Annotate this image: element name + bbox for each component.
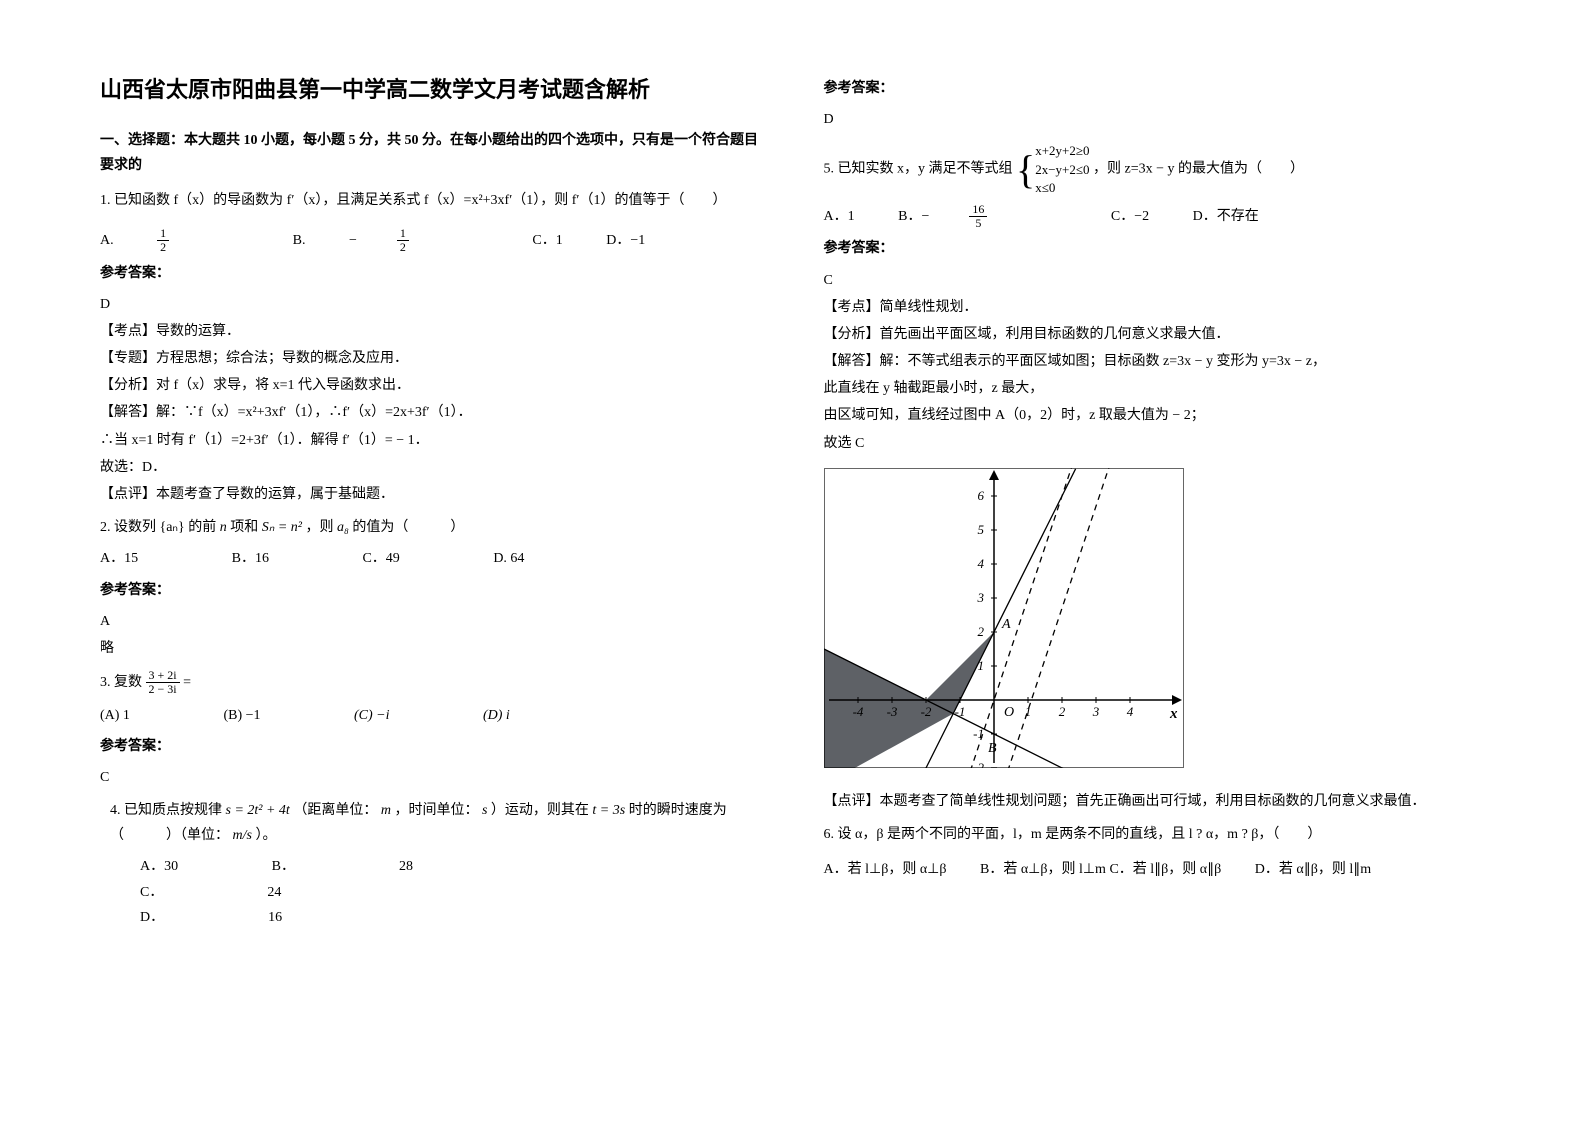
q4-optA: A．30 [140, 854, 178, 879]
svg-text:2: 2 [977, 624, 984, 639]
svg-text:2: 2 [1058, 704, 1065, 719]
svg-text:x: x [1169, 706, 1178, 722]
q1-analysis: 【分析】对 f（x）求导，将 x=1 代入导函数求出． [100, 373, 764, 398]
q1-solution-l3: 故选：D． [100, 455, 764, 480]
q5-text: 5. 已知实数 x，y 满足不等式组 { x+2y+2≥0 2x−y+2≤0 x… [824, 142, 1488, 197]
question-3: 3. 复数 3 + 2i 2 − 3i = (A) 1 (B) −1 (C) −… [100, 669, 764, 790]
q6-optC: C．若 l∥β，则 α∥β [1109, 862, 1221, 877]
right-column: 参考答案： D 5. 已知实数 x，y 满足不等式组 { x+2y+2≥0 2x… [824, 70, 1488, 938]
q2-answer-label: 参考答案： [100, 578, 764, 603]
q1-options: A. 1 2 B. − 1 2 C．1 D．−1 [100, 227, 764, 254]
q5-optA: A．1 [824, 204, 855, 229]
q3-optA: (A) 1 [100, 703, 130, 728]
question-2: 2. 设数列 {aₙ} 的前 n 项和 Sₙ = n² ，则 a₈ 的值为（ ）… [100, 515, 764, 661]
q1-answer-label: 参考答案： [100, 261, 764, 286]
q1-optD: D．−1 [606, 228, 645, 253]
q1-answer: D [100, 292, 764, 317]
q4-text: 4. 已知质点按规律 s = 2t² + 4t （距离单位： m ，时间单位： … [100, 798, 764, 848]
q1-solution-l1: 【解答】解：∵f（x）=x²+3xf′（1），∴f′（x）=2x+3f′（1）． [100, 400, 764, 425]
q2-optA: A．15 [100, 546, 138, 571]
svg-text:O: O [1004, 705, 1014, 720]
svg-text:-2: -2 [973, 760, 984, 768]
q3-options: (A) 1 (B) −1 (C) −i (D) i [100, 703, 764, 728]
q1-point: 【考点】导数的运算． [100, 319, 764, 344]
q5-optD: D．不存在 [1193, 204, 1259, 229]
q5-sol-l2: 此直线在 y 轴截距最小时，z 最大， [824, 376, 1488, 401]
q6-text: 6. 设 α，β 是两个不同的平面，l，m 是两条不同的直线，且 l ? α，m… [824, 822, 1488, 847]
q5-analysis: 【分析】首先画出平面区域，利用目标函数的几何意义求最大值． [824, 322, 1488, 347]
q6-options: A．若 l⊥β，则 α⊥β B．若 α⊥β，则 l⊥m C．若 l∥β，则 α∥… [824, 857, 1488, 882]
svg-text:4: 4 [1126, 704, 1133, 719]
svg-text:B: B [988, 741, 997, 756]
q3-text: 3. 复数 3 + 2i 2 − 3i = [100, 669, 764, 696]
q2-optB: B．16 [232, 546, 269, 571]
q6-optD: D．若 α∥β，则 l∥m [1255, 862, 1371, 877]
q1-optA: A. 1 2 [100, 227, 249, 254]
q1-comment: 【点评】本题考查了导数的运算，属于基础题． [100, 482, 764, 507]
question-5: 5. 已知实数 x，y 满足不等式组 { x+2y+2≥0 2x−y+2≤0 x… [824, 142, 1488, 814]
q1-topic: 【专题】方程思想；综合法；导数的概念及应用． [100, 346, 764, 371]
doc-title: 山西省太原市阳曲县第一中学高二数学文月考试题含解析 [100, 70, 764, 110]
svg-text:-3: -3 [886, 704, 897, 719]
question-4: 4. 已知质点按规律 s = 2t² + 4t （距离单位： m ，时间单位： … [100, 798, 764, 930]
svg-text:-4: -4 [852, 704, 863, 719]
question-6: 6. 设 α，β 是两个不同的平面，l，m 是两条不同的直线，且 l ? α，m… [824, 822, 1488, 882]
q3-optC: (C) −i [354, 703, 390, 728]
q5-point: 【考点】简单线性规划． [824, 295, 1488, 320]
q4-options: A．30 B． 28 C． 24 D． 16 [100, 854, 764, 930]
left-column: 山西省太原市阳曲县第一中学高二数学文月考试题含解析 一、选择题：本大题共 10 … [100, 70, 764, 938]
q1-optC: C．1 [532, 228, 562, 253]
section-heading: 一、选择题：本大题共 10 小题，每小题 5 分，共 50 分。在每小题给出的四… [100, 128, 764, 178]
q5-sol-l1: 【解答】解：不等式组表示的平面区域如图；目标函数 z=3x − y 变形为 y=… [824, 349, 1488, 374]
q5-options: A．1 B．− 16 5 C．−2 D．不存在 [824, 203, 1488, 230]
q1-text: 1. 已知函数 f（x）的导函数为 f′（x），且满足关系式 f（x）=x²+3… [100, 188, 764, 213]
q4-optC: C． 24 [140, 880, 371, 905]
svg-text:4: 4 [977, 556, 984, 571]
q6-optB: B．若 α⊥β，则 l⊥m [980, 862, 1106, 877]
q5-optC: C．−2 [1111, 204, 1149, 229]
q1-optB: B. − 1 2 [293, 227, 489, 254]
q2-optC: C．49 [362, 546, 399, 571]
q3-optB: (B) −1 [223, 703, 260, 728]
q2-options: A．15 B．16 C．49 D. 64 [100, 546, 764, 571]
inequality-system: { x+2y+2≥0 2x−y+2≤0 x≤0 [1016, 142, 1090, 197]
q3-answer-label: 参考答案： [100, 734, 764, 759]
q4-answer: D [824, 107, 1488, 132]
q3-optD: (D) i [483, 703, 510, 728]
q5-optB: B．− 16 5 [898, 203, 1067, 230]
q5-answer-label: 参考答案： [824, 236, 1488, 261]
q4-optB: B． 28 [272, 854, 503, 879]
q2-brief: 略 [100, 636, 764, 661]
svg-text:A: A [1001, 617, 1011, 632]
q2-optD: D. 64 [493, 546, 524, 571]
q2-text: 2. 设数列 {aₙ} 的前 n 项和 Sₙ = n² ，则 a₈ 的值为（ ） [100, 515, 764, 540]
q4-answer-label: 参考答案： [824, 76, 1488, 101]
q5-comment: 【点评】本题考查了简单线性规划问题；首先正确画出可行域，利用目标函数的几何意义求… [824, 789, 1488, 814]
q3-answer: C [100, 765, 764, 790]
q2-answer: A [100, 609, 764, 634]
q6-optA: A．若 l⊥β，则 α⊥β [824, 862, 947, 877]
svg-text:-2: -2 [920, 704, 931, 719]
svg-text:1: 1 [977, 658, 984, 673]
question-1: 1. 已知函数 f（x）的导函数为 f′（x），且满足关系式 f（x）=x²+3… [100, 188, 764, 507]
q4-optD: D． 16 [140, 905, 372, 930]
q5-answer: C [824, 268, 1488, 293]
q1-solution-l2: ∴当 x=1 时有 f′（1）=2+3f′（1）．解得 f′（1）= − 1． [100, 428, 764, 453]
q5-sol-l4: 故选 C [824, 431, 1488, 456]
linear-programming-graph: -4-3-2-11234-2-1123456ABOx [824, 468, 1184, 768]
svg-text:6: 6 [977, 488, 984, 503]
q5-sol-l3: 由区域可知，直线经过图中 A（0，2）时，z 取最大值为 − 2； [824, 403, 1488, 428]
svg-text:5: 5 [977, 522, 984, 537]
svg-text:3: 3 [1091, 704, 1099, 719]
svg-text:3: 3 [976, 590, 984, 605]
